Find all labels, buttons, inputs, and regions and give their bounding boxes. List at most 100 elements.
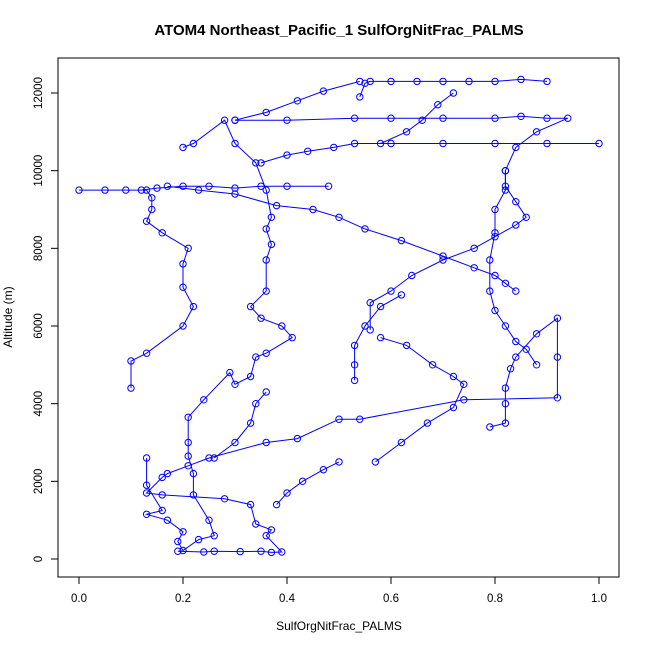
data-point xyxy=(319,466,328,474)
data-point xyxy=(174,537,182,546)
data-point xyxy=(595,139,603,148)
data-point xyxy=(366,77,374,86)
data-point xyxy=(75,186,83,194)
plot-frame xyxy=(57,57,620,578)
y-tick-label: 6000 xyxy=(33,313,45,339)
data-point xyxy=(163,516,172,524)
data-point xyxy=(262,186,270,194)
data-point xyxy=(423,419,432,427)
data-point xyxy=(501,322,510,330)
data-point xyxy=(491,233,499,241)
y-tick-label: 10000 xyxy=(33,155,45,187)
data-point xyxy=(397,291,406,299)
data-point xyxy=(491,139,499,148)
data-point xyxy=(179,182,187,190)
data-point xyxy=(158,473,166,482)
data-point xyxy=(205,516,213,524)
data-series-2 xyxy=(142,116,296,555)
data-series-layer xyxy=(75,75,603,557)
data-point xyxy=(564,114,572,122)
data-point xyxy=(517,75,525,84)
data-point xyxy=(184,438,192,447)
data-point xyxy=(189,491,198,499)
data-point xyxy=(194,186,203,194)
data-point xyxy=(501,182,510,190)
data-series-13 xyxy=(272,458,343,509)
data-point xyxy=(330,143,338,152)
x-tick-label: 1.0 xyxy=(591,593,607,605)
data-point xyxy=(101,186,109,194)
data-point xyxy=(460,396,468,404)
data-point xyxy=(491,229,499,237)
data-point xyxy=(356,93,364,101)
data-point xyxy=(158,506,166,515)
data-point xyxy=(532,128,541,136)
data-point xyxy=(335,415,343,423)
data-point xyxy=(361,79,369,88)
data-point xyxy=(158,229,166,237)
data-point xyxy=(486,423,494,431)
x-tick-label: 0.4 xyxy=(279,593,296,605)
chart-title: ATOM4 Northeast_Pacific_1 SulfOrgNitFrac… xyxy=(154,22,523,39)
data-point xyxy=(397,438,406,447)
data-point xyxy=(434,101,442,109)
series-line xyxy=(79,185,329,389)
data-point xyxy=(142,349,151,357)
data-point xyxy=(278,548,286,556)
data-point xyxy=(142,186,151,194)
data-point xyxy=(246,419,255,427)
data-point xyxy=(272,201,281,210)
data-point xyxy=(179,322,187,330)
data-point xyxy=(449,403,458,412)
data-point xyxy=(262,287,270,295)
data-point xyxy=(127,357,135,365)
data-point xyxy=(194,535,203,544)
data-point xyxy=(512,221,520,229)
data-point xyxy=(210,532,218,540)
data-series-8 xyxy=(231,77,364,124)
data-point xyxy=(252,159,260,167)
data-point xyxy=(501,419,510,427)
data-point xyxy=(553,314,562,322)
data-point xyxy=(267,240,276,249)
data-point xyxy=(543,139,551,148)
data-point xyxy=(491,114,499,122)
data-point xyxy=(236,547,244,556)
y-tick-label: 4000 xyxy=(33,391,45,417)
data-point xyxy=(298,477,307,485)
data-point xyxy=(257,159,265,167)
data-point xyxy=(226,368,234,377)
series-line xyxy=(380,92,454,144)
data-point xyxy=(252,520,260,528)
series-line xyxy=(213,391,267,459)
data-point xyxy=(288,333,296,342)
data-point xyxy=(366,299,374,307)
data-point xyxy=(356,77,364,86)
series-line xyxy=(167,185,517,292)
data-point xyxy=(246,372,255,381)
y-tick-label: 2000 xyxy=(33,469,45,495)
data-point xyxy=(142,217,151,225)
data-point xyxy=(486,287,494,295)
data-point xyxy=(335,458,343,466)
data-point xyxy=(553,394,562,402)
data-point xyxy=(283,182,291,190)
data-point xyxy=(517,112,525,121)
data-point xyxy=(231,116,239,124)
y-tick-label: 8000 xyxy=(33,236,45,262)
series-line xyxy=(276,461,340,505)
data-point xyxy=(184,452,192,460)
data-point xyxy=(142,481,151,489)
data-point xyxy=(210,547,218,555)
data-point xyxy=(387,139,395,148)
data-point xyxy=(262,388,270,396)
data-point xyxy=(262,256,270,264)
data-point xyxy=(200,548,208,556)
data-point xyxy=(470,264,478,272)
data-point xyxy=(148,194,156,202)
data-point xyxy=(142,489,151,497)
data-point xyxy=(184,413,192,421)
data-point xyxy=(231,184,239,192)
x-tick-label: 0.6 xyxy=(383,593,399,605)
data-series-7 xyxy=(356,75,551,101)
